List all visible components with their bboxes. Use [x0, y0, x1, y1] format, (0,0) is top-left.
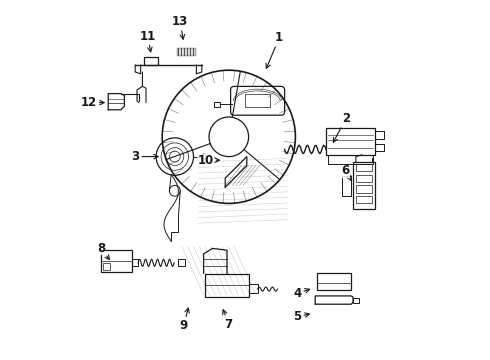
Bar — [342, 176, 351, 196]
Text: 7: 7 — [222, 310, 233, 330]
Bar — [132, 259, 138, 266]
Bar — [326, 128, 374, 155]
Bar — [103, 263, 110, 270]
Bar — [328, 155, 373, 164]
Bar — [353, 298, 360, 303]
Text: 1: 1 — [266, 31, 283, 68]
Bar — [215, 102, 220, 107]
Bar — [101, 250, 132, 272]
Text: 6: 6 — [342, 165, 351, 180]
Bar — [353, 162, 374, 209]
Text: 4: 4 — [293, 287, 310, 300]
Text: 10: 10 — [197, 154, 220, 167]
Bar — [144, 57, 158, 65]
Text: 11: 11 — [140, 30, 156, 52]
Bar — [356, 164, 372, 171]
Bar — [176, 48, 195, 55]
Bar — [356, 196, 372, 203]
Bar — [356, 185, 372, 193]
Bar — [317, 273, 351, 290]
Polygon shape — [176, 48, 195, 55]
Text: 13: 13 — [172, 15, 188, 39]
Bar — [178, 259, 185, 266]
Text: 5: 5 — [293, 310, 310, 323]
Text: 9: 9 — [180, 308, 189, 332]
Bar — [356, 175, 372, 182]
Bar — [205, 274, 248, 297]
Text: 12: 12 — [80, 96, 104, 109]
Bar — [248, 284, 258, 293]
Bar — [245, 94, 270, 107]
Text: 3: 3 — [131, 150, 158, 163]
Text: 8: 8 — [97, 242, 109, 260]
Text: 2: 2 — [333, 112, 350, 142]
